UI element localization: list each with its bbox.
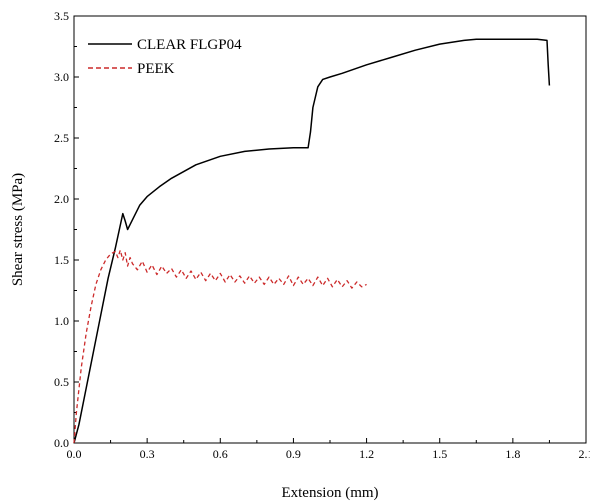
legend: CLEAR FLGP04 PEEK [88,37,242,77]
x-tick-label: 1.2 [359,447,374,461]
x-tick-label: 0.3 [140,447,155,461]
series-line-2 [73,249,367,444]
y-tick-label: 3.0 [54,70,69,84]
x-tick-label: 0.9 [286,447,301,461]
x-tick-label: 0.6 [213,447,228,461]
y-tick-label: 2.0 [54,192,69,206]
y-tick-label: 0.5 [54,375,69,389]
y-tick-label: 0.0 [54,436,69,450]
x-tick-label: 1.8 [505,447,520,461]
y-tick-label: 1.5 [54,253,69,267]
series-layer [73,38,551,444]
series-line-1 [73,38,551,444]
legend-label-1: CLEAR FLGP04 [137,37,242,53]
x-axis-title: Extension (mm) [281,485,378,501]
axes: 0.0 0.3 0.6 0.9 1.2 1.5 1.8 2.1 0.0 0.5 1.0 1.5 2.0 2… [54,9,590,461]
x-tick-label: 0.0 [67,447,82,461]
legend-label-2: PEEK [137,61,175,77]
x-tick-label: 1.5 [432,447,447,461]
x-tick-label: 2.1 [579,447,590,461]
y-tick-label: 1.0 [54,314,69,328]
y-axis-title: Shear stress (MPa) [10,173,26,286]
plot-frame [73,15,587,444]
y-tick-label: 3.5 [54,9,69,23]
y-tick-label: 2.5 [54,131,69,145]
